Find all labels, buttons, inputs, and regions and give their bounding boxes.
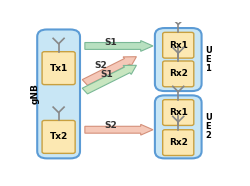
Text: S1: S1 [104, 38, 117, 46]
Text: Tx2: Tx2 [49, 132, 68, 141]
Text: Rx2: Rx2 [168, 69, 187, 78]
FancyBboxPatch shape [154, 95, 201, 158]
FancyBboxPatch shape [37, 29, 80, 158]
Text: Rx1: Rx1 [168, 41, 187, 50]
Text: S2: S2 [104, 121, 117, 130]
Text: Rx2: Rx2 [168, 138, 187, 147]
FancyBboxPatch shape [162, 100, 193, 125]
FancyBboxPatch shape [162, 61, 193, 87]
FancyArrow shape [82, 57, 136, 85]
FancyBboxPatch shape [154, 28, 201, 91]
Text: Tx1: Tx1 [49, 64, 68, 73]
Text: U
E
2: U E 2 [205, 113, 212, 140]
Text: gNB: gNB [30, 84, 39, 104]
Text: S1: S1 [100, 70, 112, 79]
FancyArrow shape [84, 41, 152, 51]
FancyArrow shape [82, 65, 136, 94]
FancyBboxPatch shape [42, 52, 75, 85]
Text: U
E
1: U E 1 [205, 46, 212, 73]
Text: S2: S2 [94, 61, 106, 70]
FancyBboxPatch shape [162, 32, 193, 58]
FancyBboxPatch shape [162, 130, 193, 155]
FancyArrow shape [84, 124, 152, 135]
Text: Rx1: Rx1 [168, 108, 187, 117]
FancyBboxPatch shape [42, 120, 75, 153]
